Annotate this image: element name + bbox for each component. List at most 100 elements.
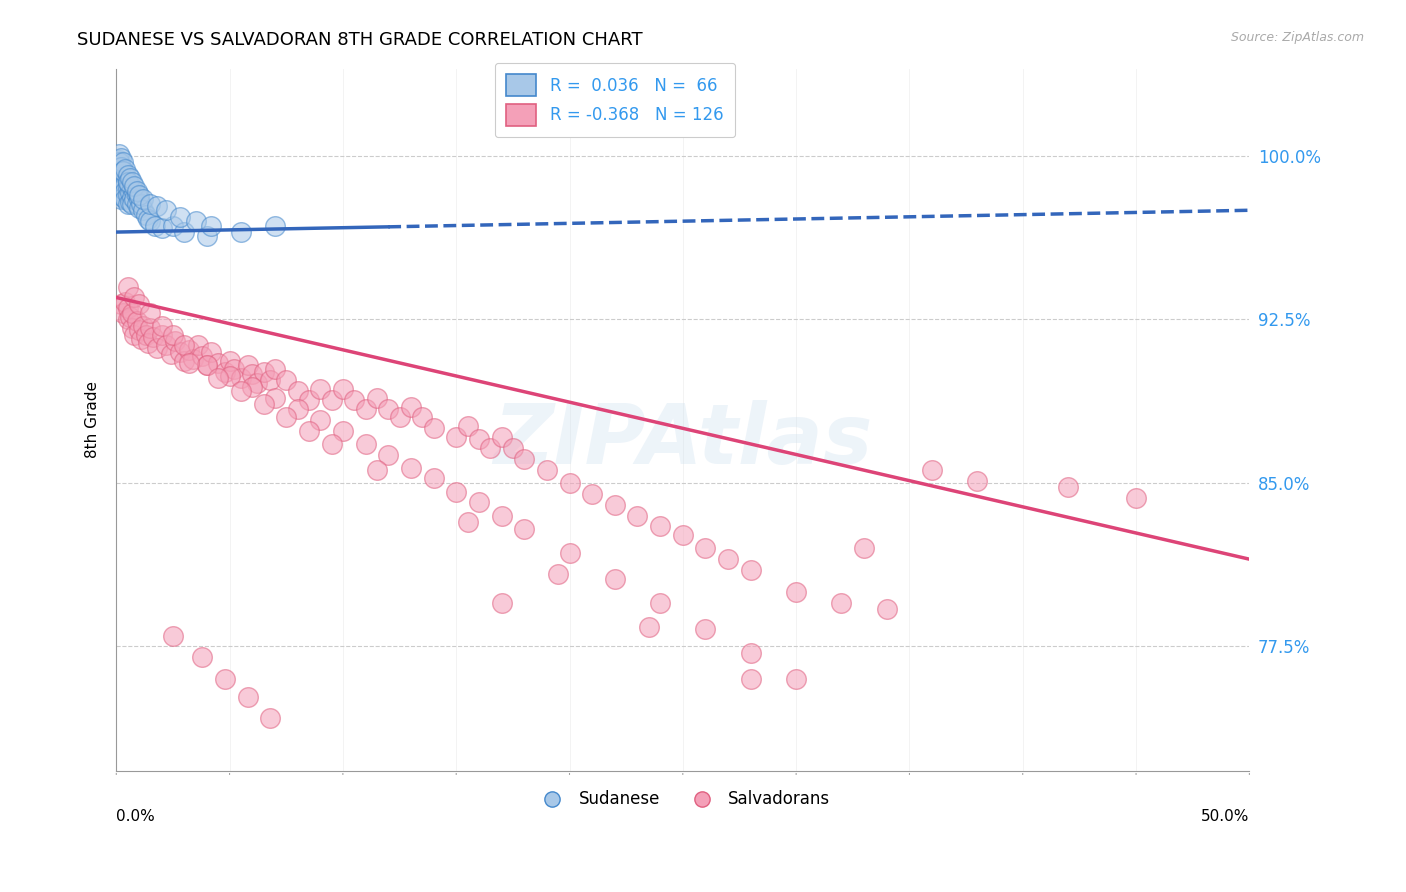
Point <box>468 495 491 509</box>
Point <box>143 219 166 233</box>
Point <box>139 306 162 320</box>
Point <box>117 188 139 202</box>
Point <box>422 421 444 435</box>
Point <box>110 169 132 183</box>
Point <box>150 318 173 333</box>
Point <box>173 353 195 368</box>
Point <box>117 181 139 195</box>
Point <box>513 451 536 466</box>
Point <box>740 646 762 660</box>
Point <box>214 365 236 379</box>
Point <box>128 201 150 215</box>
Point <box>921 463 943 477</box>
Point <box>110 184 132 198</box>
Point <box>650 519 672 533</box>
Point <box>110 160 132 174</box>
Point <box>125 184 148 198</box>
Point <box>321 392 343 407</box>
Point <box>411 410 433 425</box>
Point <box>125 188 148 202</box>
Point <box>114 192 136 206</box>
Point <box>117 169 139 183</box>
Point <box>626 508 648 523</box>
Point <box>107 146 129 161</box>
Point <box>298 424 321 438</box>
Point <box>112 155 135 169</box>
Point <box>118 186 141 200</box>
Point <box>366 391 388 405</box>
Point <box>246 376 269 390</box>
Text: ZIPAtlas: ZIPAtlas <box>494 401 873 481</box>
Point <box>107 153 129 167</box>
Point <box>112 190 135 204</box>
Point <box>177 356 200 370</box>
Point <box>785 672 807 686</box>
Point <box>853 541 876 556</box>
Point <box>1125 491 1147 505</box>
Point <box>162 628 184 642</box>
Point <box>112 172 135 186</box>
Point <box>165 334 187 348</box>
Point <box>695 541 717 556</box>
Point <box>181 351 204 366</box>
Point <box>107 186 129 200</box>
Point <box>128 323 150 337</box>
Point <box>264 219 287 233</box>
Point <box>491 508 513 523</box>
Point <box>139 321 162 335</box>
Point <box>136 336 159 351</box>
Point <box>114 294 136 309</box>
Point <box>128 188 150 202</box>
Point <box>491 596 513 610</box>
Point <box>240 380 263 394</box>
Point <box>107 175 129 189</box>
Point <box>110 297 132 311</box>
Point <box>177 343 200 357</box>
Point <box>107 155 129 169</box>
Point <box>118 194 141 209</box>
Point <box>252 365 274 379</box>
Point <box>377 401 399 416</box>
Point <box>276 410 298 425</box>
Point <box>479 441 502 455</box>
Point <box>173 225 195 239</box>
Point <box>139 214 162 228</box>
Point <box>150 327 173 342</box>
Point <box>603 498 626 512</box>
Point <box>112 181 135 195</box>
Point <box>695 622 717 636</box>
Point <box>112 164 135 178</box>
Point <box>124 192 146 206</box>
Point <box>107 164 129 178</box>
Point <box>146 199 169 213</box>
Point <box>121 306 143 320</box>
Point <box>309 382 332 396</box>
Point <box>229 371 252 385</box>
Point <box>132 192 155 206</box>
Point <box>491 430 513 444</box>
Point <box>252 397 274 411</box>
Point <box>117 175 139 189</box>
Point <box>876 602 898 616</box>
Point <box>114 169 136 183</box>
Point <box>229 225 252 239</box>
Point <box>207 356 229 370</box>
Point <box>468 432 491 446</box>
Point <box>558 546 581 560</box>
Point <box>110 177 132 191</box>
Point <box>169 210 191 224</box>
Point <box>121 196 143 211</box>
Point <box>457 515 479 529</box>
Text: 0.0%: 0.0% <box>117 809 155 824</box>
Point <box>110 192 132 206</box>
Point <box>740 672 762 686</box>
Point <box>444 484 467 499</box>
Point <box>236 690 259 704</box>
Point <box>128 297 150 311</box>
Point <box>110 160 132 174</box>
Point <box>218 369 240 384</box>
Point <box>124 327 146 342</box>
Point <box>200 345 222 359</box>
Point <box>155 338 177 352</box>
Point <box>717 552 740 566</box>
